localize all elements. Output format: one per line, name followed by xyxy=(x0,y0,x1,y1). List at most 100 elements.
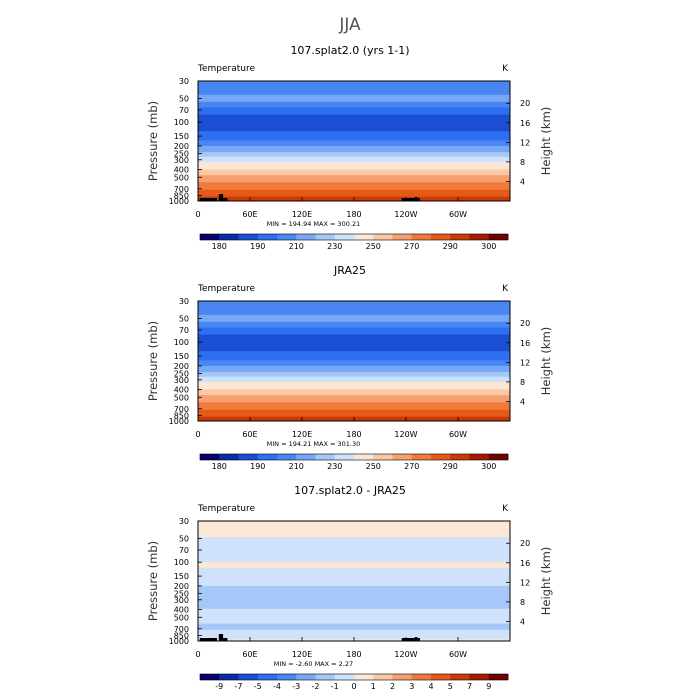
pressure-tick-label: 100 xyxy=(174,118,189,127)
colorbar-swatch xyxy=(488,234,509,240)
colorbar-swatch xyxy=(315,234,336,240)
pressure-tick-label: 150 xyxy=(174,352,189,361)
field-band xyxy=(198,169,510,176)
colorbar-swatch xyxy=(431,674,451,680)
field-band xyxy=(198,365,510,373)
height-tick-label: 20 xyxy=(520,99,530,108)
lon-tick-label: 60W xyxy=(449,650,467,659)
panel-title: JRA25 xyxy=(333,264,366,277)
pressure-tick-label: 50 xyxy=(179,534,189,543)
colorbar-swatch xyxy=(450,454,470,460)
field-band xyxy=(198,608,510,624)
pressure-tick-label: 70 xyxy=(179,326,189,335)
pressure-tick-label: 70 xyxy=(179,106,189,115)
height-tick-label: 12 xyxy=(520,358,530,367)
panel-title: 107.splat2.0 - JRA25 xyxy=(294,484,406,497)
terrain-block xyxy=(401,198,415,201)
terrain-block xyxy=(417,198,420,201)
pressure-tick-label: 1000 xyxy=(169,637,189,646)
field-band xyxy=(198,556,510,563)
field-band xyxy=(198,301,510,312)
height-tick-label: 12 xyxy=(520,138,530,147)
panel-title: 107.splat2.0 (yrs 1-1) xyxy=(290,44,409,57)
colorbar-label: 300 xyxy=(481,242,496,251)
field-band xyxy=(198,623,510,631)
height-axis-label: Height (km) xyxy=(539,547,553,616)
pressure-tick-label: 100 xyxy=(174,338,189,347)
colorbar-swatch xyxy=(315,454,336,460)
height-tick-label: 8 xyxy=(520,158,525,167)
field-band xyxy=(198,334,510,346)
pressure-tick-label: 500 xyxy=(174,393,189,402)
pressure-tick-label: 150 xyxy=(174,572,189,581)
pressure-tick-label: 500 xyxy=(174,173,189,182)
terrain-block xyxy=(414,637,418,641)
pressure-tick-label: 250 xyxy=(174,150,189,159)
field-band xyxy=(198,351,510,361)
lon-tick-label: 120W xyxy=(394,430,417,439)
field-band xyxy=(198,321,510,328)
colorbar-label: -1 xyxy=(331,682,339,691)
pressure-tick-label: 30 xyxy=(179,297,189,306)
field-band xyxy=(198,402,510,411)
pressure-axis-label: Pressure (mb) xyxy=(146,321,160,401)
field-band xyxy=(198,327,510,335)
lon-tick-label: 60W xyxy=(449,210,467,219)
pressure-tick-label: 700 xyxy=(174,185,189,194)
units-label: K xyxy=(502,64,509,74)
pressure-tick-label: 70 xyxy=(179,546,189,555)
terrain-block xyxy=(401,638,415,641)
colorbar-frame xyxy=(199,453,509,461)
field-band xyxy=(198,521,510,533)
colorbar-label: -3 xyxy=(292,682,300,691)
colorbar-swatch xyxy=(469,234,490,240)
variable-label: Temperature xyxy=(197,64,255,74)
pressure-tick-label: 200 xyxy=(174,362,189,371)
colorbar-swatch xyxy=(373,454,393,460)
pressure-tick-label: 300 xyxy=(174,156,189,165)
variable-label: Temperature xyxy=(197,284,255,294)
colorbar-label: 250 xyxy=(366,242,381,251)
colorbar-swatch xyxy=(238,234,259,240)
height-tick-label: 20 xyxy=(520,539,530,548)
colorbar-label: -7 xyxy=(235,682,243,691)
colorbar-label: 0 xyxy=(351,682,356,691)
colorbar-frame xyxy=(199,673,509,681)
colorbar-label: 230 xyxy=(327,242,342,251)
height-axis-label: Height (km) xyxy=(539,327,553,396)
field-band xyxy=(198,629,510,638)
pressure-tick-label: 700 xyxy=(174,405,189,414)
colorbar-label: 180 xyxy=(212,242,227,251)
terrain-block xyxy=(223,638,228,641)
colorbar-swatch xyxy=(469,674,490,680)
colorbar-label: 270 xyxy=(404,242,419,251)
colorbar-swatch xyxy=(488,674,509,680)
colorbar-label: 9 xyxy=(486,682,491,691)
field-band xyxy=(198,532,510,538)
pressure-tick-label: 1000 xyxy=(169,197,189,206)
terrain-block xyxy=(199,638,217,641)
field-band xyxy=(198,395,510,403)
colorbar-swatch xyxy=(450,674,470,680)
colorbar-swatch xyxy=(257,234,278,240)
pressure-axis-label: Pressure (mb) xyxy=(146,101,160,181)
field-band xyxy=(198,310,510,316)
lon-tick-label: 120W xyxy=(394,210,417,219)
variable-label: Temperature xyxy=(197,504,255,514)
colorbar-label: -2 xyxy=(312,682,320,691)
pressure-tick-label: 150 xyxy=(174,132,189,141)
colorbar-swatch xyxy=(257,674,278,680)
pressure-tick-label: 400 xyxy=(174,386,189,395)
colorbar-swatch xyxy=(296,454,316,460)
colorbar-swatch xyxy=(354,674,374,680)
field-band xyxy=(198,175,510,183)
colorbar-label: 4 xyxy=(428,682,433,691)
field-band xyxy=(198,376,510,383)
colorbar-label: 180 xyxy=(212,462,227,471)
lon-tick-label: 0 xyxy=(195,210,200,219)
colorbar-swatch xyxy=(219,234,239,240)
colorbar-swatch xyxy=(200,674,220,680)
colorbar-label: -9 xyxy=(215,682,223,691)
field-band xyxy=(198,409,510,418)
